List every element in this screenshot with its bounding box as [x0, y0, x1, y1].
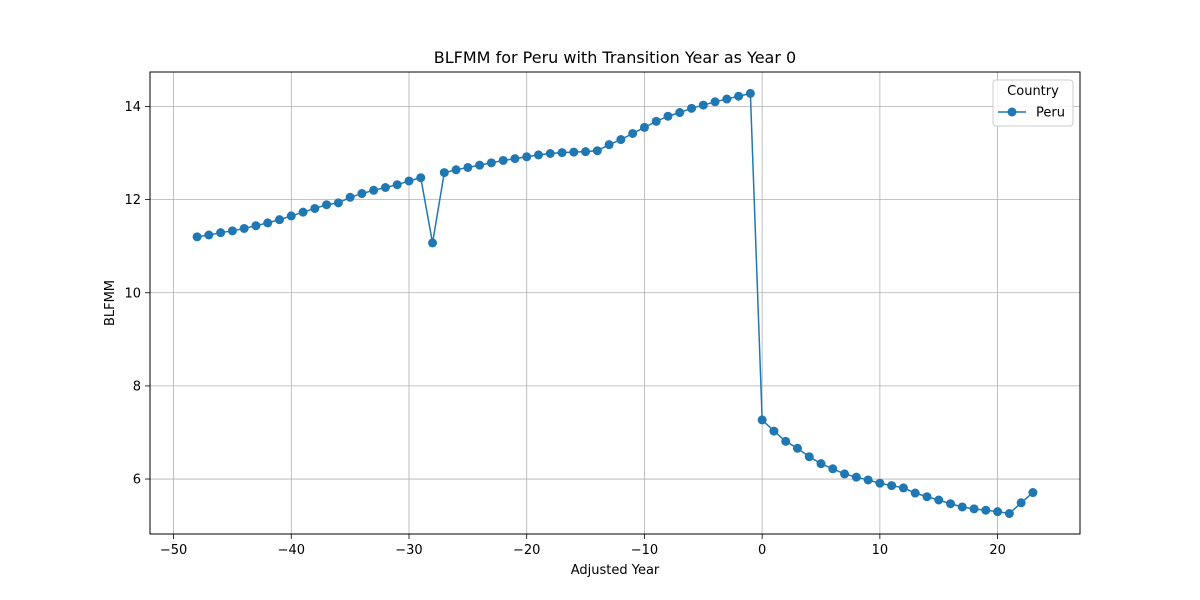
data-point [710, 97, 720, 107]
data-point [757, 415, 767, 425]
data-point [651, 116, 661, 126]
y-tick-label: 6 [133, 473, 141, 488]
y-axis: 6 8 10 12 14 [124, 100, 150, 488]
data-point [863, 475, 873, 485]
data-point [475, 160, 485, 170]
series-layer [192, 88, 1038, 519]
data-point [569, 147, 579, 157]
data-point [875, 478, 885, 488]
data-point [1028, 488, 1038, 498]
data-point [675, 108, 685, 118]
data-point [451, 165, 461, 175]
data-point [898, 483, 908, 493]
data-point [734, 91, 744, 101]
data-point [369, 185, 379, 195]
x-tick-label: 10 [872, 543, 889, 558]
data-point [957, 502, 967, 512]
data-point [286, 211, 296, 221]
data-point [392, 180, 402, 190]
data-point [1016, 498, 1026, 508]
data-point [934, 495, 944, 505]
data-point [263, 218, 273, 228]
data-point [981, 505, 991, 515]
data-point [581, 147, 591, 157]
x-axis: −50 −40 −30 −20 −10 0 10 20 [160, 534, 1006, 558]
data-point [722, 94, 732, 104]
data-point [533, 150, 543, 160]
data-point [310, 203, 320, 213]
data-point [628, 128, 638, 138]
data-point [404, 176, 414, 186]
data-point [792, 443, 802, 453]
y-tick-label: 14 [124, 100, 141, 115]
data-point [204, 230, 214, 240]
data-point [192, 232, 202, 242]
y-tick-label: 8 [133, 379, 141, 394]
data-point [522, 152, 532, 162]
plot-area-frame [149, 71, 1081, 535]
data-point [416, 173, 426, 183]
data-point [851, 472, 861, 482]
x-tick-label: −20 [513, 543, 540, 558]
data-point [946, 499, 956, 509]
data-point [993, 507, 1003, 517]
data-point [616, 135, 626, 145]
legend-title: Country [1007, 84, 1059, 99]
data-point [227, 226, 237, 236]
data-point [922, 492, 932, 502]
data-point [380, 183, 390, 192]
data-point [428, 238, 438, 248]
data-point [298, 207, 308, 217]
data-point [239, 223, 249, 233]
x-tick-label: −40 [278, 543, 305, 558]
data-point [592, 146, 602, 156]
data-point [251, 221, 261, 231]
data-point [840, 469, 850, 479]
data-point [510, 154, 520, 164]
data-point [357, 189, 367, 199]
data-point [604, 140, 614, 150]
data-point [639, 122, 649, 132]
legend: Country Peru [992, 79, 1074, 127]
x-tick-label: −50 [160, 543, 187, 558]
y-axis-label: BLFMM [103, 280, 118, 326]
legend-marker [1007, 107, 1017, 117]
legend-entry-label: Peru [1036, 106, 1065, 121]
grid-lines [150, 72, 1080, 534]
data-point [498, 155, 508, 165]
x-tick-label: 0 [758, 543, 766, 558]
data-point [216, 228, 226, 238]
data-point [804, 452, 814, 462]
y-tick-label: 10 [124, 286, 141, 301]
x-tick-label: 20 [989, 543, 1006, 558]
data-point [486, 158, 496, 168]
y-tick-label: 12 [124, 193, 141, 208]
data-point [910, 488, 920, 498]
data-point [545, 149, 555, 159]
data-point [345, 192, 355, 202]
data-point [322, 200, 332, 210]
x-axis-label: Adjusted Year [571, 563, 660, 578]
data-point [1004, 509, 1014, 519]
x-tick-label: −10 [631, 543, 658, 558]
data-point [557, 148, 567, 158]
data-point [769, 426, 779, 436]
data-point [828, 464, 838, 474]
data-point [698, 100, 708, 110]
data-point [816, 459, 826, 469]
chart-title: BLFMM for Peru with Transition Year as Y… [434, 48, 796, 67]
data-point [969, 504, 979, 514]
data-point [663, 111, 673, 121]
data-point [687, 103, 697, 113]
data-point [887, 481, 897, 491]
data-point [745, 88, 755, 98]
data-point [463, 162, 473, 172]
data-point [439, 168, 449, 178]
data-point [333, 198, 343, 208]
x-tick-label: −30 [395, 543, 422, 558]
data-point [274, 215, 284, 225]
data-point [781, 436, 791, 446]
